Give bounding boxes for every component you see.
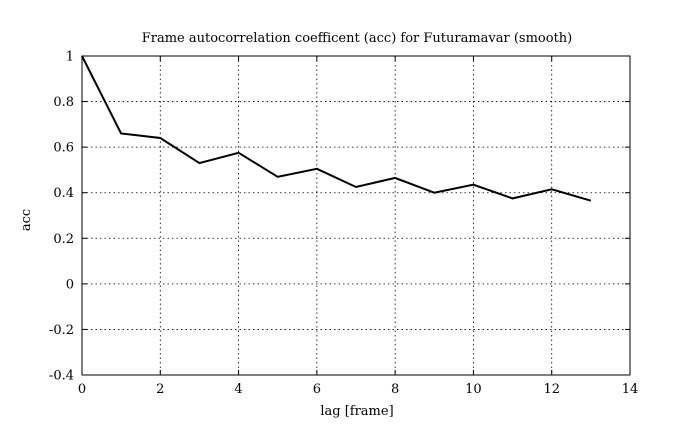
chart-title: Frame autocorrelation coefficent (acc) f…: [142, 31, 573, 46]
x-tick-labels: 0 2 4 6 8 10 12 14: [78, 382, 638, 397]
y-tick-label: 0.2: [53, 232, 74, 247]
x-tick-label: 12: [543, 382, 560, 397]
x-tick-label: 8: [391, 382, 399, 397]
x-tick-label: 2: [156, 382, 164, 397]
y-tick-label: 0.4: [53, 186, 74, 201]
x-axis-label: lag [frame]: [320, 404, 393, 419]
y-tick-label: 1: [66, 50, 74, 65]
x-tick-label: 6: [313, 382, 321, 397]
y-axis-label: acc: [19, 209, 34, 231]
series-line: [81, 55, 592, 202]
axis-ticks: [81, 55, 631, 376]
y-tick-label: 0.6: [53, 141, 74, 156]
y-tick-labels: -0.4 -0.2 0 0.2 0.4 0.6 0.8 1: [49, 50, 74, 384]
y-tick-label: 0: [66, 277, 74, 292]
x-tick-label: 10: [465, 382, 482, 397]
y-tick-label: -0.4: [49, 369, 74, 384]
plot-area: [81, 55, 631, 376]
y-tick-label: -0.2: [49, 323, 74, 338]
y-tick-label: 0.8: [53, 95, 74, 110]
x-tick-label: 4: [234, 382, 242, 397]
grid-lines: [82, 56, 630, 375]
x-tick-label: 14: [622, 382, 639, 397]
x-tick-label: 0: [78, 382, 86, 397]
